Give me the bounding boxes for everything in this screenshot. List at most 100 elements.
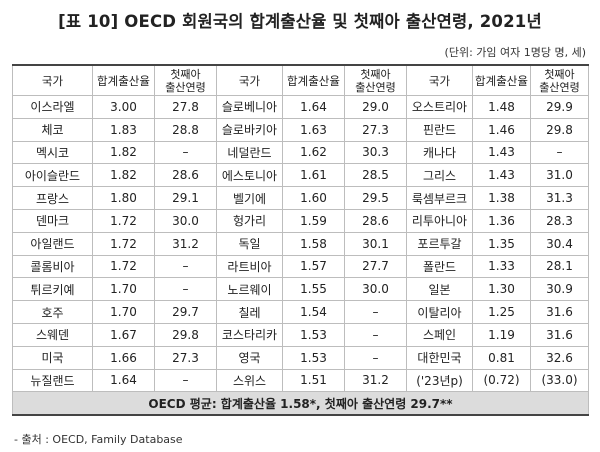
- header-tfr: 합계출산율: [92, 64, 155, 96]
- table-body: 이스라엘 3.00 27.8 슬로베니아 1.64 29.0 오스트리아 1.48 29.9 체코…: [12, 95, 589, 393]
- country-cell: 슬로베니아: [216, 95, 283, 119]
- tfr-cell: 1.35: [472, 231, 531, 256]
- first-birth-age-cell: 27.3: [344, 117, 407, 142]
- country-cell: 콜롬비아: [12, 254, 93, 279]
- country-cell: 에스토니아: [216, 163, 283, 188]
- first-birth-age-cell: 29.8: [154, 322, 217, 347]
- first-birth-age-cell: 27.3: [154, 345, 217, 370]
- table-row: 아이슬란드 1.82 28.6 에스토니아 1.61 28.5 그리스 1.43 31.0: [12, 163, 589, 188]
- country-cell: 독일: [216, 231, 283, 256]
- unit-note: (단위: 가임 여자 1명당 명, 세): [444, 46, 586, 59]
- first-birth-age-cell: –: [154, 254, 217, 279]
- country-cell: 미국: [12, 345, 93, 370]
- tfr-cell: 1.70: [92, 277, 155, 302]
- country-cell: 칠레: [216, 300, 283, 324]
- first-birth-age-cell: 27.7: [344, 254, 407, 279]
- first-birth-age-cell: 31.2: [344, 368, 407, 393]
- first-birth-age-cell: 28.5: [344, 163, 407, 188]
- header-first-birth-age: 첫째아 출산연령: [154, 64, 217, 96]
- country-cell: 벨기에: [216, 186, 283, 210]
- first-birth-age-cell: –: [344, 322, 407, 347]
- tfr-cell: 3.00: [92, 95, 155, 119]
- table-row: 덴마크 1.72 30.0 헝가리 1.59 28.6 리투아니아 1.36 28.3: [12, 208, 589, 233]
- first-birth-age-cell: 31.2: [154, 231, 217, 256]
- first-birth-age-cell: 31.6: [530, 300, 589, 324]
- country-cell: 이탈리아: [406, 300, 473, 324]
- header-first-birth-age: 첫째아 출산연령: [530, 64, 589, 96]
- table-row: 아일랜드 1.72 31.2 독일 1.58 30.1 포르투갈 1.35 30.4: [12, 231, 589, 256]
- country-cell: 포르투갈: [406, 231, 473, 256]
- tfr-cell: 1.64: [282, 95, 345, 119]
- tfr-cell: 1.64: [92, 368, 155, 393]
- tfr-cell: 1.25: [472, 300, 531, 324]
- country-cell: ('23년p): [406, 368, 473, 393]
- first-birth-age-cell: –: [344, 345, 407, 370]
- table-row: 뉴질랜드 1.64– 스위스 1.51 31.2 ('23년p) (0.72) (33.0): [12, 368, 589, 393]
- tfr-cell: 1.72: [92, 231, 155, 256]
- country-cell: 튀르키예: [12, 277, 93, 302]
- first-birth-age-cell: –: [154, 140, 217, 165]
- country-cell: 라트비아: [216, 254, 283, 279]
- first-birth-age-cell: 30.1: [344, 231, 407, 256]
- oecd-average-row: OECD 평균: 합계출산율 1.58*, 첫째아 출산연령 29.7**: [12, 391, 589, 417]
- first-birth-age-cell: 29.5: [344, 186, 407, 210]
- table-row: 호주 1.70 29.7 칠레 1.54– 이탈리아 1.25 31.6: [12, 300, 589, 324]
- table-row: 멕시코 1.82– 네덜란드 1.62 30.3 캐나다 1.43–: [12, 140, 589, 165]
- table-row: 콜롬비아 1.72– 라트비아 1.57 27.7 폴란드 1.33 28.1: [12, 254, 589, 279]
- table-row: 프랑스 1.80 29.1 벨기에 1.60 29.5 룩셈부르크 1.38 31.3: [12, 186, 589, 210]
- country-cell: 체코: [12, 117, 93, 142]
- tfr-cell: 0.81: [472, 345, 531, 370]
- country-cell: 호주: [12, 300, 93, 324]
- tfr-cell: 1.48: [472, 95, 531, 119]
- tfr-cell: 1.30: [472, 277, 531, 302]
- tfr-cell: 1.43: [472, 163, 531, 188]
- tfr-cell: 1.53: [282, 322, 345, 347]
- tfr-cell: 1.61: [282, 163, 345, 188]
- tfr-cell: 1.58: [282, 231, 345, 256]
- country-cell: 스위스: [216, 368, 283, 393]
- tfr-cell: (0.72): [472, 368, 531, 393]
- tfr-cell: 1.46: [472, 117, 531, 142]
- first-birth-age-cell: 29.0: [344, 95, 407, 119]
- tfr-cell: 1.43: [472, 140, 531, 165]
- country-cell: 스웨덴: [12, 322, 93, 347]
- table-row: 이스라엘 3.00 27.8 슬로베니아 1.64 29.0 오스트리아 1.48 29.9: [12, 95, 589, 119]
- first-birth-age-cell: –: [154, 368, 217, 393]
- header-tfr: 합계출산율: [472, 64, 531, 96]
- tfr-cell: 1.60: [282, 186, 345, 210]
- country-cell: 헝가리: [216, 208, 283, 233]
- tfr-cell: 1.36: [472, 208, 531, 233]
- table-row: 미국 1.66 27.3 영국 1.53– 대한민국 0.81 32.6: [12, 345, 589, 370]
- header-tfr: 합계출산율: [282, 64, 345, 96]
- tfr-cell: 1.51: [282, 368, 345, 393]
- table-row: 스웨덴 1.67 29.8 코스타리카 1.53– 스페인 1.19 31.6: [12, 322, 589, 347]
- header-country: 국가: [216, 64, 283, 96]
- first-birth-age-cell: –: [344, 300, 407, 324]
- first-birth-age-cell: 29.7: [154, 300, 217, 324]
- first-birth-age-cell: 28.6: [154, 163, 217, 188]
- first-birth-age-cell: 28.1: [530, 254, 589, 279]
- country-cell: 뉴질랜드: [12, 368, 93, 393]
- country-cell: 스페인: [406, 322, 473, 347]
- first-birth-age-cell: 31.6: [530, 322, 589, 347]
- first-birth-age-cell: 31.3: [530, 186, 589, 210]
- first-birth-age-cell: (33.0): [530, 368, 589, 393]
- header-country: 국가: [406, 64, 473, 96]
- first-birth-age-cell: 29.8: [530, 117, 589, 142]
- first-birth-age-cell: 31.0: [530, 163, 589, 188]
- tfr-cell: 1.82: [92, 140, 155, 165]
- country-cell: 네덜란드: [216, 140, 283, 165]
- first-birth-age-cell: 32.6: [530, 345, 589, 370]
- oecd-fertility-table: 국가 합계출산율 첫째아 출산연령 국가 합계출산율 첫째아 출산연령 국가 합계출…: [12, 64, 589, 417]
- country-cell: 코스타리카: [216, 322, 283, 347]
- country-cell: 노르웨이: [216, 277, 283, 302]
- table-title: [표 10] OECD 회원국의 합계출산율 및 첫째아 출산연령, 2021년: [58, 12, 542, 31]
- tfr-cell: 1.80: [92, 186, 155, 210]
- country-cell: 핀란드: [406, 117, 473, 142]
- country-cell: 멕시코: [12, 140, 93, 165]
- country-cell: 영국: [216, 345, 283, 370]
- country-cell: 대한민국: [406, 345, 473, 370]
- tfr-cell: 1.53: [282, 345, 345, 370]
- country-cell: 슬로바키아: [216, 117, 283, 142]
